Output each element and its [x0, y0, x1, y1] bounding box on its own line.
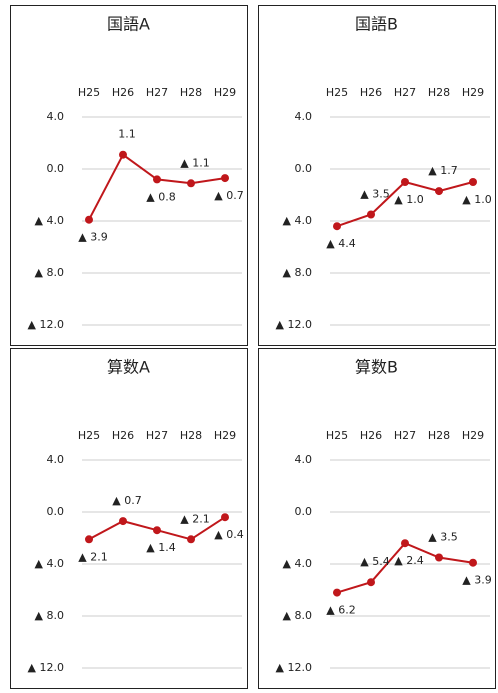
- point: [187, 535, 195, 544]
- x-tick-label: H27: [146, 86, 168, 99]
- value-label: 1.1: [118, 128, 136, 141]
- point: [85, 215, 93, 224]
- y-tick-label: ▲ 8.0: [35, 609, 64, 622]
- value-label: ▲ 5.4: [360, 555, 389, 568]
- x-tick-label: H27: [394, 429, 416, 442]
- y-tick-label: 4.0: [47, 453, 65, 466]
- point: [119, 150, 127, 159]
- y-tick-label: ▲ 12.0: [276, 318, 312, 331]
- y-tick-label: ▲ 4.0: [283, 214, 312, 227]
- x-tick-label: H29: [214, 429, 236, 442]
- y-tick-label: ▲ 8.0: [283, 609, 312, 622]
- point: [119, 517, 127, 526]
- value-label: ▲ 2.1: [180, 512, 209, 525]
- point: [153, 526, 161, 535]
- y-tick-label: 0.0: [47, 505, 65, 518]
- x-tick-label: H25: [326, 429, 348, 442]
- x-tick-label: H29: [462, 429, 484, 442]
- y-tick-label: ▲ 12.0: [276, 661, 312, 674]
- point: [401, 178, 409, 186]
- point: [333, 588, 341, 597]
- panel-frame: [258, 348, 496, 689]
- point: [367, 578, 375, 587]
- y-tick-label: 4.0: [295, 453, 313, 466]
- x-tick-label: H25: [78, 429, 100, 442]
- panel-frame: [10, 348, 248, 689]
- point: [367, 210, 375, 219]
- x-tick-label: H27: [146, 429, 168, 442]
- value-label: ▲ 1.4: [146, 541, 175, 554]
- x-tick-label: H27: [394, 86, 416, 99]
- value-label: ▲ 0.7: [214, 189, 243, 202]
- chart-title: 算数B: [355, 358, 398, 377]
- x-tick-label: H26: [360, 429, 382, 442]
- y-tick-label: ▲ 4.0: [35, 214, 64, 227]
- point: [401, 539, 409, 548]
- point: [187, 179, 195, 188]
- value-label: ▲ 0.4: [214, 528, 243, 541]
- x-tick-label: H26: [112, 429, 134, 442]
- value-label: ▲ 0.7: [112, 494, 141, 507]
- y-tick-label: 4.0: [295, 110, 313, 123]
- value-label: ▲ 3.9: [462, 574, 491, 587]
- panel-frame: [10, 5, 248, 346]
- x-tick-label: H28: [428, 429, 450, 442]
- x-tick-label: H26: [112, 86, 134, 99]
- y-tick-label: 0.0: [47, 162, 65, 175]
- value-label: ▲ 1.7: [428, 164, 457, 177]
- x-tick-label: H28: [180, 429, 202, 442]
- value-label: ▲ 2.1: [78, 550, 107, 563]
- point: [435, 187, 443, 196]
- y-tick-label: ▲ 8.0: [283, 266, 312, 279]
- value-label: ▲ 1.0: [394, 193, 423, 206]
- x-tick-label: H25: [326, 86, 348, 99]
- point: [435, 553, 443, 562]
- y-tick-label: ▲ 12.0: [28, 661, 64, 674]
- chart-title: 国語A: [107, 15, 150, 34]
- value-label: ▲ 3.5: [428, 531, 457, 544]
- y-tick-label: ▲ 8.0: [35, 266, 64, 279]
- value-label: ▲ 3.5: [360, 188, 389, 201]
- value-label: ▲ 4.4: [326, 237, 355, 250]
- x-tick-label: H28: [428, 86, 450, 99]
- value-label: ▲ 1.0: [462, 193, 491, 206]
- value-label: ▲ 2.4: [394, 554, 423, 567]
- value-label: ▲ 6.2: [326, 604, 355, 617]
- point: [333, 222, 341, 231]
- x-tick-label: H28: [180, 86, 202, 99]
- line-series: [336, 541, 474, 594]
- point: [469, 558, 477, 567]
- point: [469, 178, 477, 186]
- point: [153, 175, 161, 184]
- x-tick-label: H26: [360, 86, 382, 99]
- value-label: ▲ 1.1: [180, 156, 209, 169]
- y-tick-label: 0.0: [295, 505, 313, 518]
- point: [85, 535, 93, 544]
- point: [221, 174, 229, 183]
- y-tick-label: 0.0: [295, 162, 313, 175]
- chart-title: 国語B: [355, 15, 398, 34]
- y-tick-label: ▲ 4.0: [35, 557, 64, 570]
- panel-frame: [258, 5, 496, 346]
- y-tick-label: 4.0: [47, 110, 65, 123]
- x-tick-label: H29: [214, 86, 236, 99]
- value-label: ▲ 0.8: [146, 190, 175, 203]
- point: [221, 513, 229, 522]
- y-tick-label: ▲ 4.0: [283, 557, 312, 570]
- value-label: ▲ 3.9: [78, 231, 107, 244]
- x-tick-label: H29: [462, 86, 484, 99]
- x-tick-label: H25: [78, 86, 100, 99]
- y-tick-label: ▲ 12.0: [28, 318, 64, 331]
- chart-title: 算数A: [107, 358, 150, 377]
